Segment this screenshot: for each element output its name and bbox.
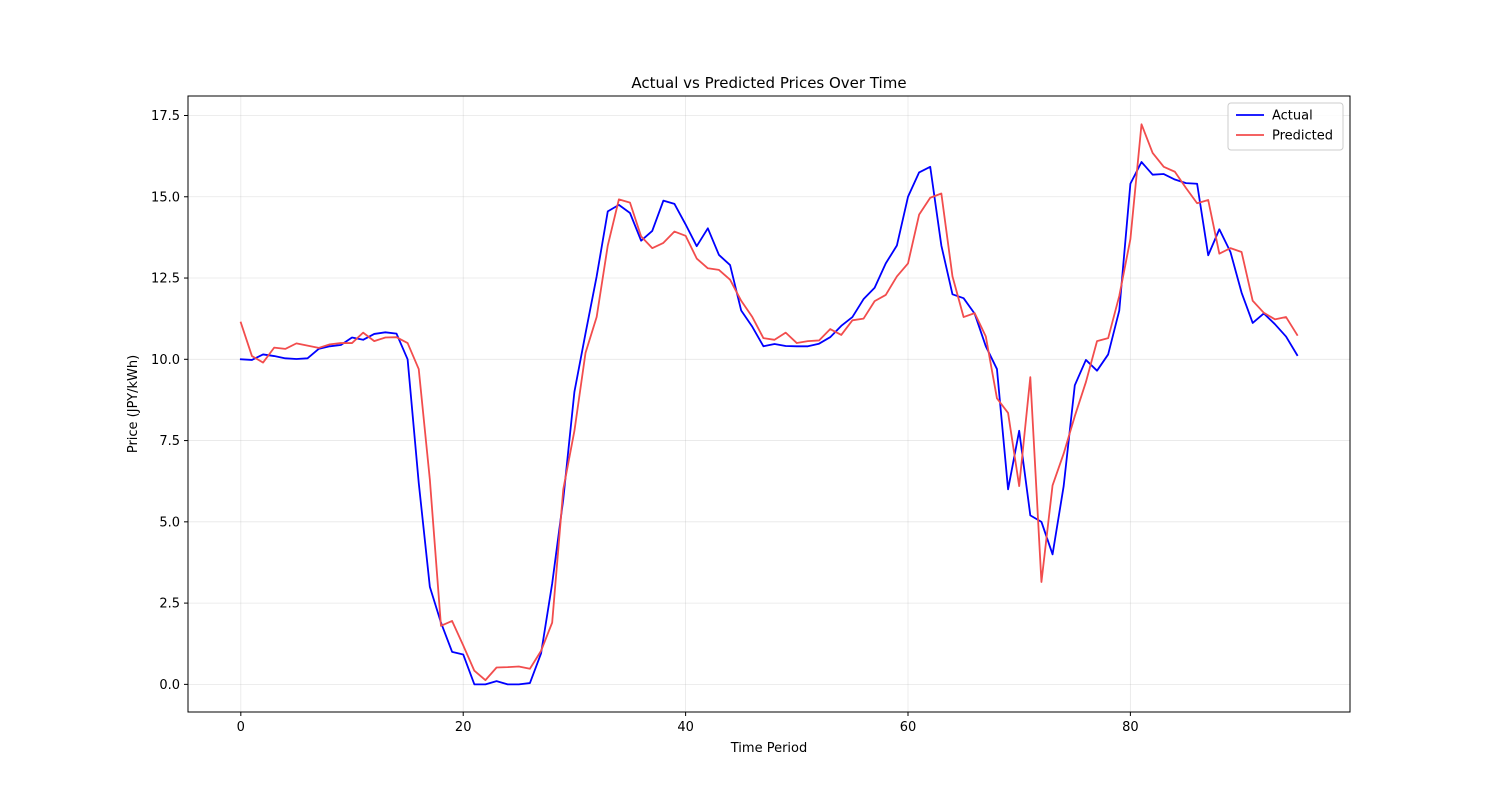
series-lines — [239, 123, 1299, 686]
legend: Actual Predicted — [1227, 102, 1344, 151]
y-tick-label: 5.0 — [159, 515, 180, 530]
x-tick-label: 80 — [1122, 720, 1139, 735]
x-tick-label: 60 — [900, 720, 917, 735]
x-tick-label: 40 — [677, 720, 694, 735]
series-line-actual — [239, 161, 1299, 686]
x-tick-label: 0 — [237, 720, 245, 735]
legend-label-actual: Actual — [1272, 109, 1313, 124]
y-tick-label: 12.5 — [151, 272, 180, 287]
y-tick-label: 0.0 — [159, 678, 180, 693]
y-axis-label: Price (JPY/kWh) — [126, 355, 141, 453]
y-tick-label: 17.5 — [151, 109, 180, 124]
y-tick-label: 2.5 — [159, 597, 180, 612]
x-axis-label: Time Period — [730, 741, 807, 756]
axis-ticks: 0 20 40 60 80 0.0 2.5 5.0 7.5 10.0 12.5 15.0 17.5 — [151, 109, 1139, 735]
y-tick-label: 15.0 — [151, 190, 180, 205]
y-tick-label: 10.0 — [151, 353, 180, 368]
plot-frame — [187, 95, 1351, 713]
series-line-predicted — [239, 123, 1299, 682]
legend-label-predicted: Predicted — [1272, 129, 1333, 144]
grid — [188, 96, 1350, 712]
chart-title: Actual vs Predicted Prices Over Time — [631, 74, 906, 92]
x-tick-label: 20 — [455, 720, 472, 735]
y-tick-label: 7.5 — [159, 434, 180, 449]
